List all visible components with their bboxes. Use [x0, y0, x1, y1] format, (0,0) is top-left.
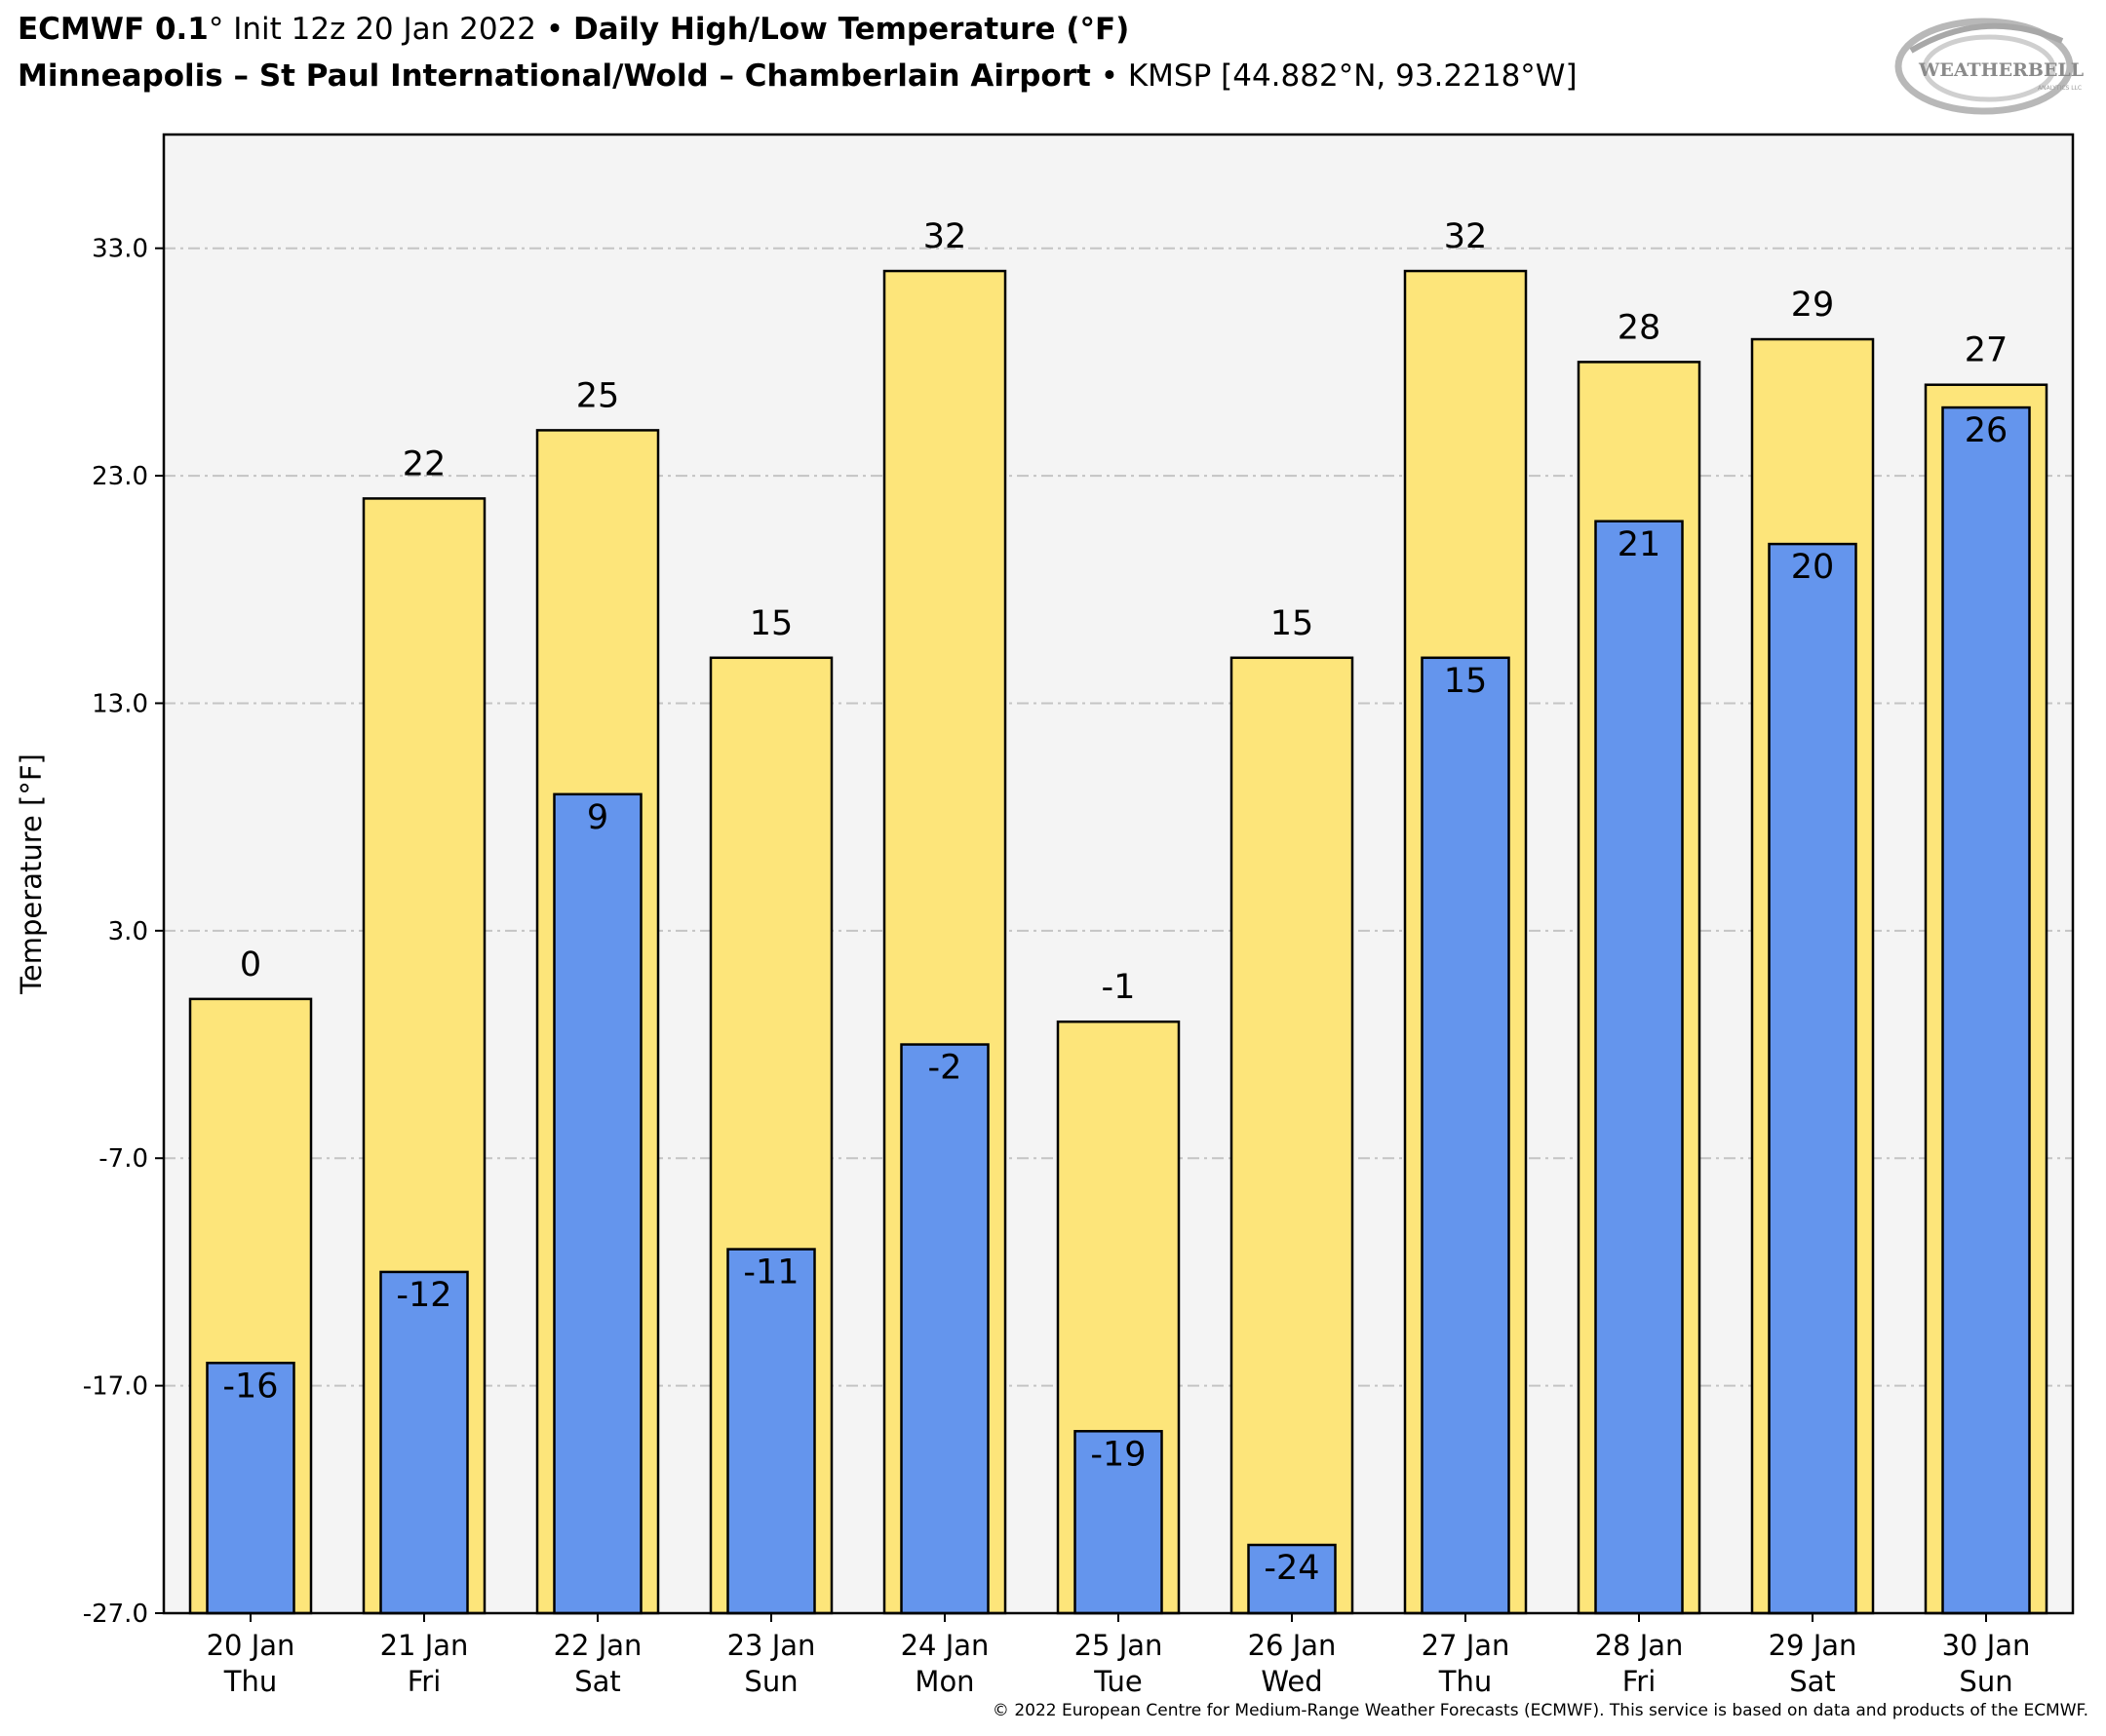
x-tick-label: 26 Jan — [1248, 1629, 1337, 1662]
y-tick-label: 3.0 — [108, 917, 148, 946]
high-value-label: 22 — [403, 444, 447, 483]
chart-title: Daily High/Low Temperature (°F) — [573, 12, 1130, 47]
x-tick-label: 23 Jan — [727, 1629, 816, 1662]
high-value-label: 25 — [576, 376, 620, 415]
x-tick-label: 25 Jan — [1074, 1629, 1163, 1662]
low-bar — [1768, 542, 1857, 1615]
y-tick-label: 23.0 — [92, 462, 148, 491]
x-day-label: Sun — [1959, 1665, 2012, 1698]
low-bar — [553, 792, 643, 1615]
low-value-label: 20 — [1791, 548, 1835, 587]
header-separator-2: • — [1090, 58, 1128, 94]
header-line-1: ECMWF 0.1° Init 12z 20 Jan 2022 • Daily … — [18, 6, 1870, 53]
chart-header: ECMWF 0.1° Init 12z 20 Jan 2022 • Daily … — [18, 6, 1870, 99]
station-id: KMSP [44.882°N, 93.2218°W] — [1127, 58, 1578, 94]
header-line-2: Minneapolis – St Paul International/Wold… — [18, 53, 1870, 99]
high-value-label: 32 — [1444, 217, 1488, 256]
logo-text: WEATHERBELL — [1918, 59, 2084, 81]
station-name: Minneapolis – St Paul International/Wold… — [18, 58, 1091, 94]
low-value-label: -24 — [1264, 1549, 1319, 1588]
low-value-label: -12 — [396, 1276, 451, 1315]
x-day-label: Mon — [915, 1665, 974, 1698]
low-value-label: 15 — [1444, 662, 1488, 701]
low-bar — [900, 1043, 990, 1615]
x-day-label: Wed — [1261, 1665, 1322, 1698]
x-tick-label: 24 Jan — [901, 1629, 990, 1662]
x-day-label: Thu — [1438, 1665, 1492, 1698]
low-bar — [726, 1248, 816, 1615]
x-day-label: Sat — [1789, 1665, 1836, 1698]
low-value-label: -11 — [743, 1254, 799, 1292]
low-bar — [1941, 405, 2031, 1615]
x-tick-label: 28 Jan — [1595, 1629, 1684, 1662]
high-value-label: 0 — [240, 945, 261, 984]
x-day-label: Fri — [1622, 1665, 1657, 1698]
copyright-notice: © 2022 European Centre for Medium-Range … — [992, 1701, 2088, 1720]
high-value-label: -1 — [1102, 968, 1136, 1007]
low-bar — [1247, 1543, 1337, 1615]
x-tick-label: 21 Jan — [380, 1629, 469, 1662]
x-tick-label: 29 Jan — [1769, 1629, 1857, 1662]
degree-symbol: ° — [208, 12, 224, 47]
high-value-label: 29 — [1791, 286, 1835, 325]
high-value-label: 28 — [1618, 308, 1661, 347]
y-tick-label: -17.0 — [83, 1372, 148, 1402]
x-tick-label: 22 Jan — [554, 1629, 643, 1662]
low-bar — [379, 1270, 469, 1615]
x-tick-label: 27 Jan — [1422, 1629, 1510, 1662]
high-value-label: 15 — [1270, 604, 1314, 643]
low-bar — [1421, 656, 1510, 1615]
init-time: Init 12z 20 Jan 2022 — [223, 12, 537, 47]
low-value-label: 9 — [587, 798, 608, 837]
high-value-label: 32 — [923, 217, 967, 256]
y-tick-label: -27.0 — [83, 1600, 148, 1629]
x-day-label: Sun — [744, 1665, 798, 1698]
x-day-label: Tue — [1093, 1665, 1143, 1698]
low-value-label: 21 — [1618, 525, 1661, 564]
logo-subtext: ANALYTICS LLC — [2038, 85, 2082, 92]
low-value-label: 26 — [1965, 411, 2008, 450]
y-tick-label: -7.0 — [98, 1144, 148, 1174]
high-value-label: 15 — [750, 604, 794, 643]
x-day-label: Thu — [223, 1665, 277, 1698]
x-tick-label: 30 Jan — [1942, 1629, 2031, 1662]
y-tick-label: 33.0 — [92, 235, 148, 264]
low-bar — [1594, 520, 1684, 1615]
low-bar — [1073, 1430, 1163, 1615]
low-value-label: -16 — [222, 1367, 278, 1406]
low-value-label: -2 — [928, 1049, 962, 1088]
plot-border — [162, 133, 2075, 1615]
high-value-label: 27 — [1965, 331, 2008, 370]
y-tick-label: 13.0 — [92, 689, 148, 718]
low-value-label: -19 — [1090, 1435, 1146, 1474]
y-axis-label: Temperature [°F] — [15, 753, 48, 995]
high-bar — [1229, 656, 1354, 1615]
header-separator: • — [536, 12, 574, 47]
x-day-label: Fri — [408, 1665, 442, 1698]
x-tick-label: 20 Jan — [207, 1629, 295, 1662]
x-day-label: Sat — [574, 1665, 621, 1698]
weatherbell-logo: WEATHERBELL ANALYTICS LLC — [1894, 18, 2084, 115]
model-name: ECMWF 0.1 — [18, 12, 209, 47]
